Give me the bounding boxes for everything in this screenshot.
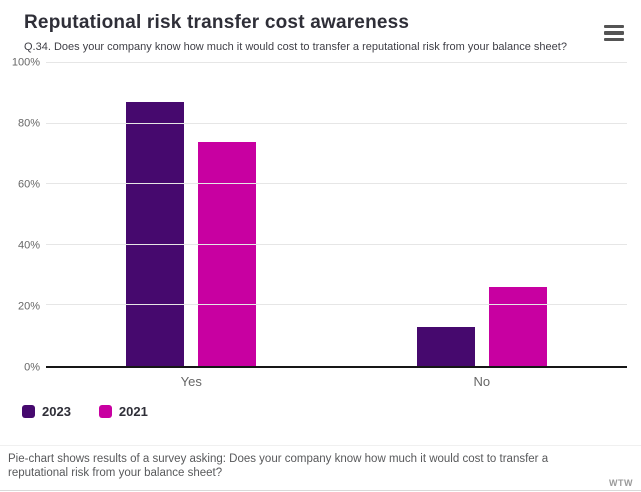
caption-divider <box>0 445 641 446</box>
gridline-40 <box>46 243 627 245</box>
hamburger-icon <box>604 37 624 41</box>
legend-item-2023[interactable]: 2023 <box>22 404 71 419</box>
chart-caption: Pie-chart shows results of a survey aski… <box>8 453 549 480</box>
bar-2023-yes[interactable] <box>126 102 185 366</box>
legend: 2023 2021 <box>22 404 148 419</box>
x-axis-labels: Yes No <box>46 374 627 389</box>
wtw-credit: WTW <box>609 478 633 488</box>
y-axis-labels: 0% 20% 40% 60% 80% 100% <box>0 57 40 373</box>
y-tick-label-20: 20% <box>17 300 40 313</box>
gridline-80 <box>46 122 627 124</box>
hamburger-icon <box>604 25 624 29</box>
chart-subtitle: Q.34. Does your company know how much it… <box>24 41 567 53</box>
legend-label-2023: 2023 <box>42 404 71 419</box>
legend-swatch-2023 <box>22 405 35 418</box>
legend-swatch-2021 <box>98 405 112 418</box>
bottom-border <box>0 490 641 491</box>
y-tick-label-100: 100% <box>11 56 40 69</box>
bar-2023-no[interactable] <box>416 326 475 366</box>
bar-group-yes <box>46 63 337 366</box>
y-tick-label-40: 40% <box>17 239 40 252</box>
y-tick-label-80: 80% <box>17 117 40 130</box>
y-tick-label-0: 0% <box>24 361 40 374</box>
x-tick-label-yes: Yes <box>180 374 202 389</box>
hamburger-icon <box>604 31 624 35</box>
chart-title: Reputational risk transfer cost awarenes… <box>24 12 410 33</box>
gridline-60 <box>46 183 627 185</box>
bar-group-no <box>337 63 628 366</box>
plot-area <box>46 62 627 368</box>
legend-label-2021: 2021 <box>118 404 148 419</box>
gridline-100 <box>46 62 627 63</box>
gridline-20 <box>46 304 627 306</box>
legend-item-2021[interactable]: 2021 <box>98 404 148 419</box>
y-tick-label-60: 60% <box>17 178 40 191</box>
bar-2021-no[interactable] <box>488 287 547 366</box>
context-menu-button[interactable] <box>603 24 625 42</box>
bar-groups <box>46 63 627 366</box>
bar-2021-yes[interactable] <box>198 141 257 366</box>
x-tick-label-no: No <box>473 374 491 389</box>
